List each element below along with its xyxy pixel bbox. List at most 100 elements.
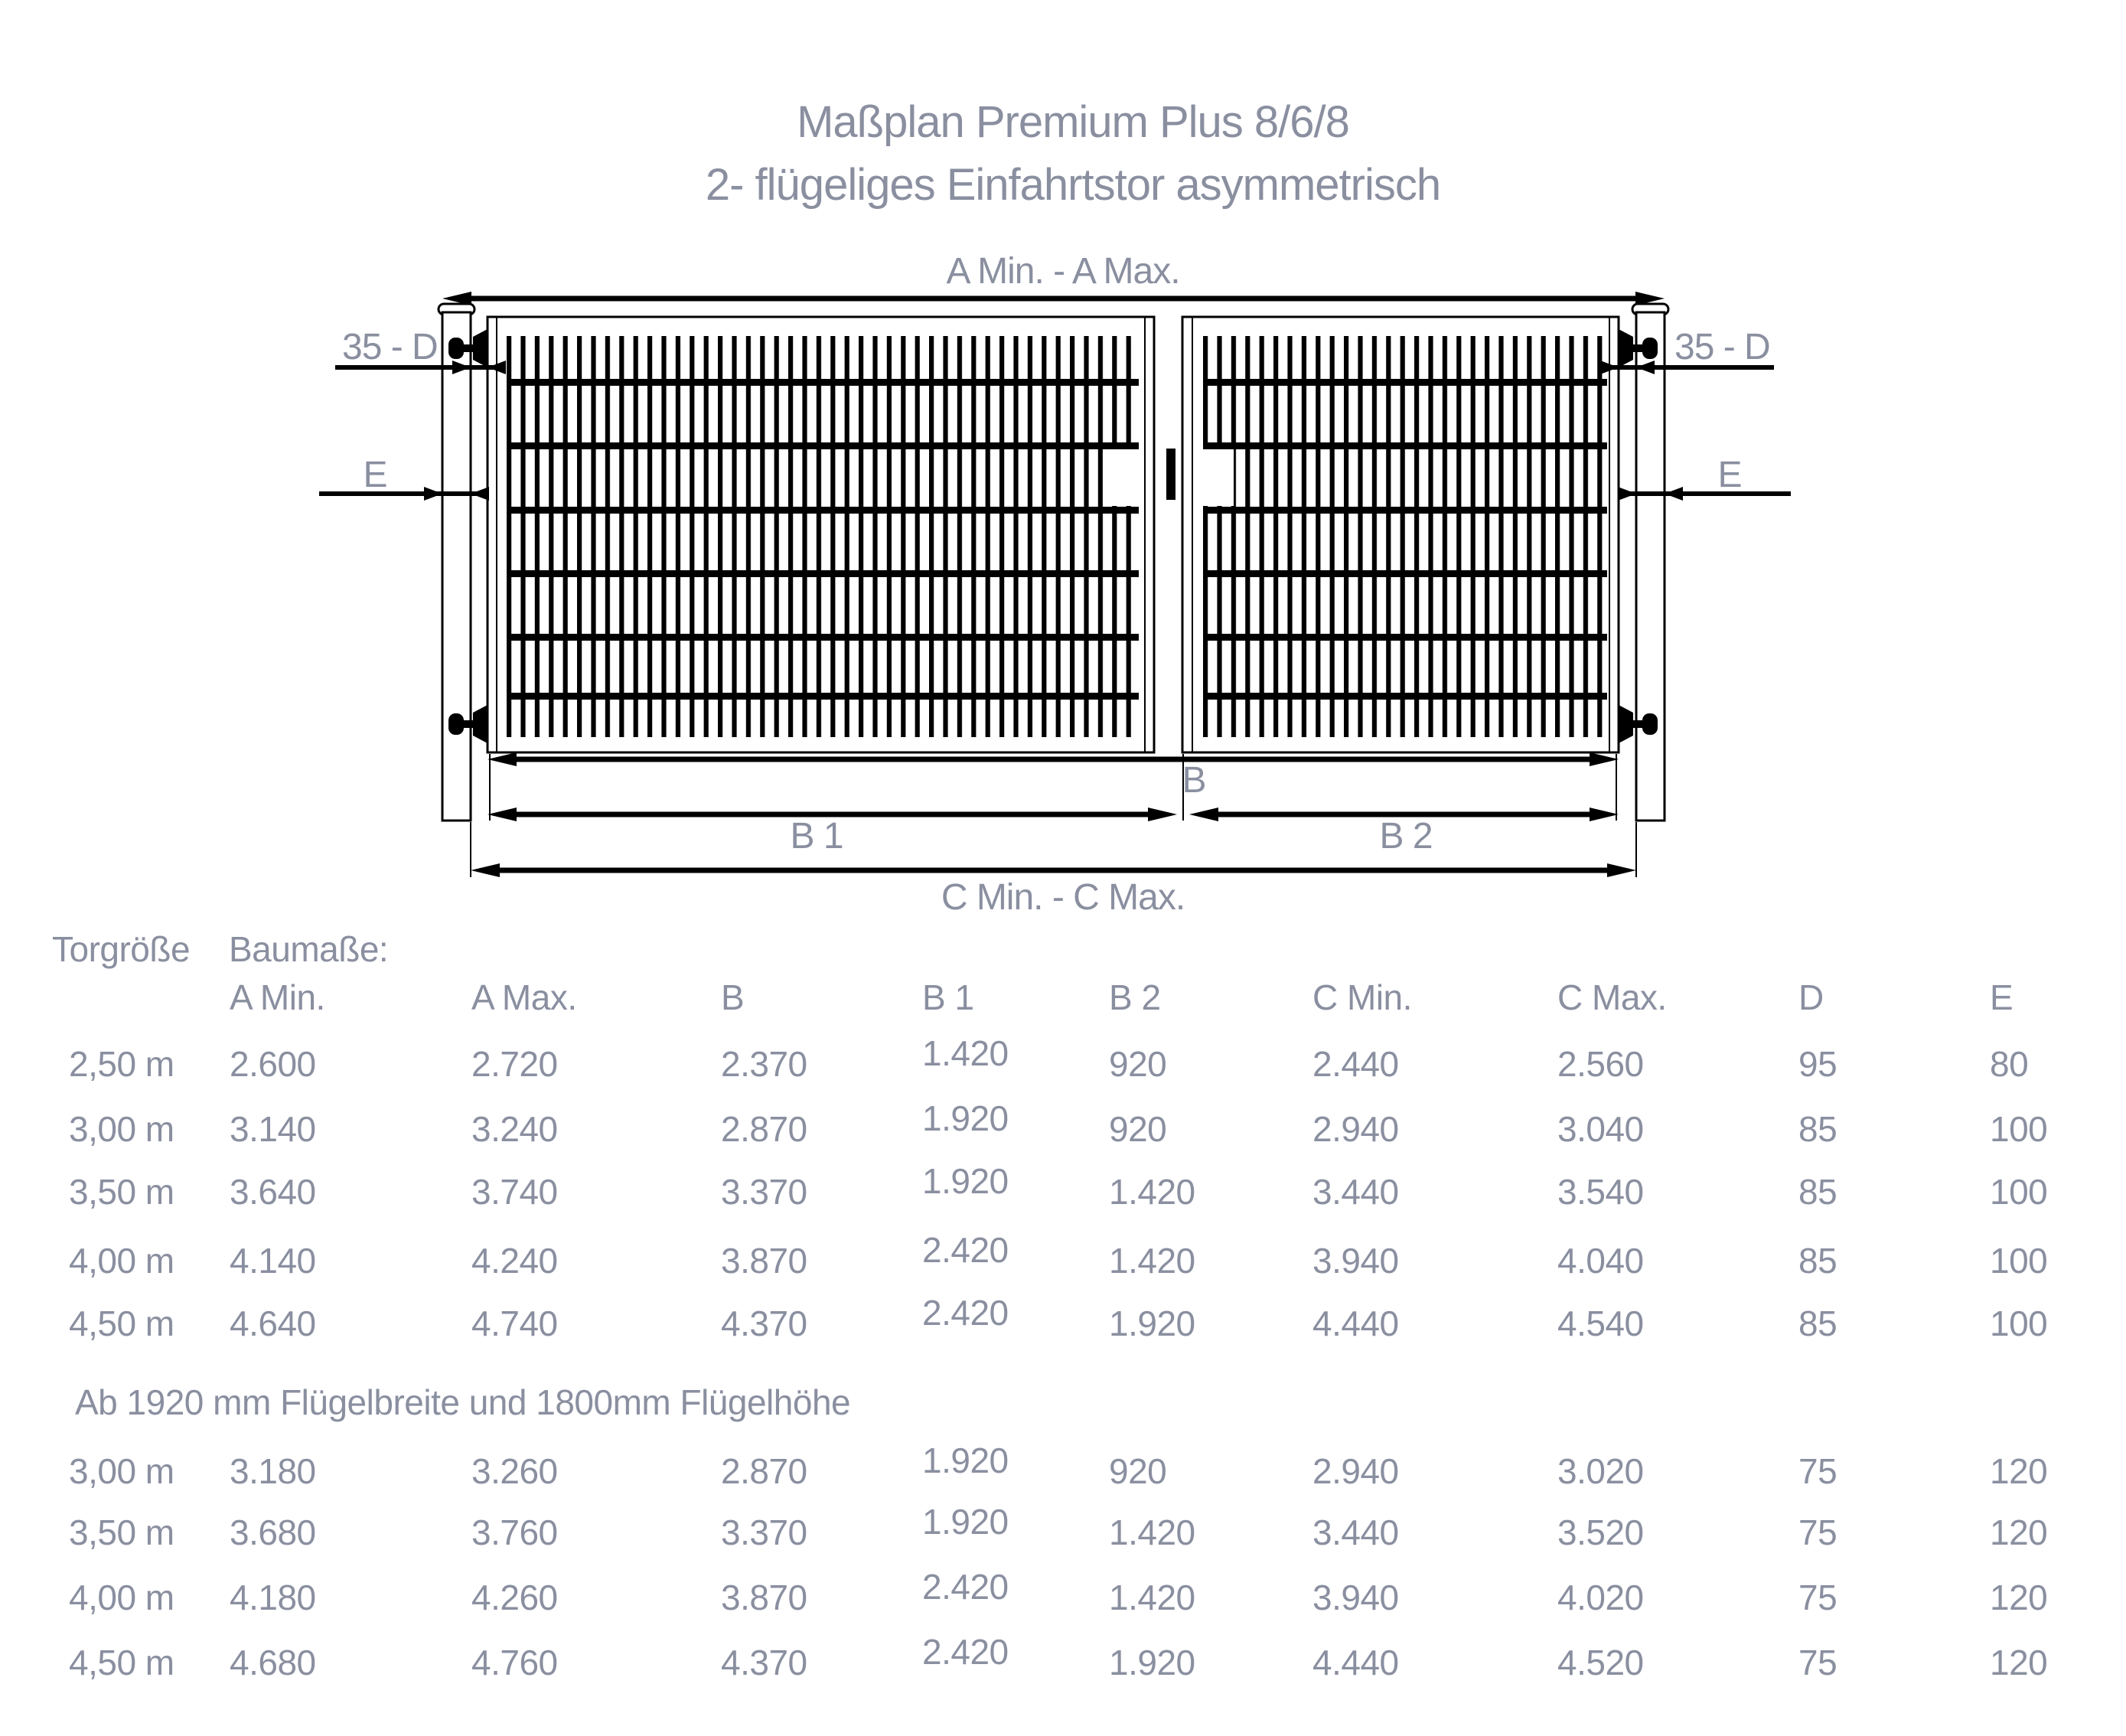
gate-size-cell: 4,50 m: [69, 1643, 174, 1682]
dimension-b2-label: B 2: [1379, 816, 1432, 857]
left-bottom-hinge: [448, 705, 487, 743]
dimension-value-cell: 3.260: [471, 1451, 558, 1491]
dimension-value-cell: 3.440: [1312, 1512, 1399, 1552]
dimension-c-label: C Min. - C Max.: [941, 877, 1185, 918]
dimension-b2: B 2: [1189, 808, 1619, 857]
table-row: 3,00 m 3.140 3.240 2.870 1.920 920 2.940 3.040 8…: [0, 1098, 2126, 1154]
gate-size-cell: 3,50 m: [69, 1512, 174, 1552]
page-title: Maßplan Premium Plus 8/6/8: [797, 97, 1350, 147]
dimension-value-cell: 3.870: [721, 1241, 807, 1281]
dimension-value-cell: 2.560: [1557, 1044, 1644, 1084]
gate-size-cell: 3,00 m: [69, 1109, 174, 1149]
dimension-value-cell: 120: [1990, 1512, 2048, 1552]
right-lock-area: [1203, 449, 1234, 506]
dimension-value-cell: 1.420: [922, 1033, 1009, 1073]
dimension-value-cell: 1.920: [922, 1098, 1009, 1138]
dimension-value-cell: 3.520: [1557, 1512, 1644, 1552]
dimension-value-cell: 4.640: [230, 1304, 316, 1343]
dimension-c: C Min. - C Max.: [471, 863, 1636, 918]
dimension-value-cell: 920: [1109, 1109, 1167, 1149]
dimension-value-cell: 1.420: [1109, 1512, 1195, 1552]
dimension-value-cell: 3.640: [230, 1172, 316, 1212]
dimension-value-cell: 3.940: [1312, 1241, 1399, 1281]
dimension-value-cell: 2.870: [721, 1451, 807, 1491]
column-header-a-min: A Min.: [230, 977, 325, 1017]
dimension-value-cell: 120: [1990, 1643, 2048, 1682]
left-lock-area: [1103, 449, 1139, 506]
dimension-value-cell: 75: [1798, 1578, 1837, 1617]
dimension-value-cell: 85: [1798, 1241, 1837, 1281]
extension-lines: [470, 754, 1637, 877]
dimension-value-cell: 1.920: [1109, 1643, 1195, 1682]
dimension-value-cell: 75: [1798, 1643, 1837, 1682]
column-header-d: D: [1798, 977, 1824, 1017]
dimension-value-cell: 2.870: [721, 1109, 807, 1149]
dimension-value-cell: 85: [1798, 1172, 1837, 1212]
dimension-value-cell: 3.370: [721, 1172, 807, 1212]
table-row: 3,50 m 3.640 3.740 3.370 1.920 1.420 3.440 3.54…: [0, 1161, 2126, 1217]
dimension-value-cell: 4.140: [230, 1241, 316, 1281]
gate-size-cell: 3,50 m: [69, 1172, 174, 1212]
table-row: 2,50 m 2.600 2.720 2.370 1.420 920 2.440 2.560 9…: [0, 1033, 2126, 1089]
dimension-value-cell: 3.940: [1312, 1578, 1399, 1617]
right-post: [1631, 302, 1670, 822]
dimension-value-cell: 4.760: [471, 1643, 558, 1682]
dimension-value-cell: 2.420: [922, 1567, 1009, 1607]
table-note: Ab 1920 mm Flügelbreite und 1800mm Flüge…: [75, 1382, 851, 1422]
dimension-value-cell: 4.520: [1557, 1643, 1644, 1682]
gate-size-cell: 4,00 m: [69, 1241, 174, 1281]
table-header-size: Torgröße: [52, 929, 191, 969]
dimension-value-cell: 4.040: [1557, 1241, 1644, 1281]
dimension-value-cell: 1.420: [1109, 1578, 1195, 1617]
column-header-b1: B 1: [922, 977, 974, 1017]
table-row: 3,50 m 3.680 3.760 3.370 1.920 1.420 3.440 3.52…: [0, 1502, 2126, 1558]
column-header-a-max: A Max.: [471, 977, 577, 1017]
left-gate-wing: [486, 315, 1156, 754]
dimension-value-cell: 3.040: [1557, 1109, 1644, 1149]
dimension-value-cell: 920: [1109, 1451, 1167, 1491]
dimension-value-cell: 2.940: [1312, 1451, 1399, 1491]
dimension-value-cell: 1.920: [922, 1502, 1009, 1542]
column-header-b2: B 2: [1109, 977, 1161, 1017]
gate-size-cell: 4,50 m: [69, 1304, 174, 1343]
dimension-value-cell: 85: [1798, 1304, 1837, 1343]
dimension-value-cell: 4.260: [471, 1578, 558, 1617]
dimension-hinge-left: 35 - D: [335, 327, 506, 374]
table-header-build: Baumaße:: [229, 929, 389, 969]
dimension-value-cell: 4.540: [1557, 1304, 1644, 1343]
table-row: 4,00 m 4.140 4.240 3.870 2.420 1.420 3.940 4.04…: [0, 1230, 2126, 1286]
dimension-value-cell: 4.440: [1312, 1643, 1399, 1682]
dimension-value-cell: 75: [1798, 1512, 1837, 1552]
dimension-value-cell: 2.420: [922, 1293, 1009, 1333]
dimension-b: B: [487, 752, 1619, 801]
dimension-a: A Min. - A Max.: [442, 251, 1665, 305]
gate-size-cell: 3,00 m: [69, 1451, 174, 1491]
dimension-a-label: A Min. - A Max.: [946, 251, 1179, 292]
dimension-value-cell: 120: [1990, 1578, 2048, 1617]
dimension-value-cell: 85: [1798, 1109, 1837, 1149]
dimension-value-cell: 3.740: [471, 1172, 558, 1212]
dimension-value-cell: 2.420: [922, 1632, 1009, 1672]
column-header-b: B: [721, 977, 745, 1017]
dimension-hinge-left-label: 35 - D: [342, 327, 438, 367]
dimension-value-cell: 100: [1990, 1109, 2048, 1149]
dimension-value-cell: 2.600: [230, 1044, 316, 1084]
dimension-value-cell: 4.680: [230, 1643, 316, 1682]
table-row: 4,50 m 4.680 4.760 4.370 2.420 1.920 4.440 4.52…: [0, 1632, 2126, 1688]
dimension-value-cell: 4.180: [230, 1578, 316, 1617]
dimension-value-cell: 4.440: [1312, 1304, 1399, 1343]
dimension-value-cell: 2.940: [1312, 1109, 1399, 1149]
dimension-value-cell: 3.240: [471, 1109, 558, 1149]
dimension-post-right-label: E: [1717, 455, 1741, 495]
dimension-value-cell: 3.180: [230, 1451, 316, 1491]
dimension-value-cell: 3.760: [471, 1512, 558, 1552]
column-header-e: E: [1990, 977, 2014, 1017]
column-header-c-max: C Max.: [1557, 977, 1667, 1017]
dimension-value-cell: 2.420: [922, 1230, 1009, 1270]
dimension-value-cell: 95: [1798, 1044, 1837, 1084]
dimension-value-cell: 2.440: [1312, 1044, 1399, 1084]
dimension-value-cell: 3.020: [1557, 1451, 1644, 1491]
gate-size-cell: 2,50 m: [69, 1044, 174, 1084]
column-header-c-min: C Min.: [1312, 977, 1412, 1017]
